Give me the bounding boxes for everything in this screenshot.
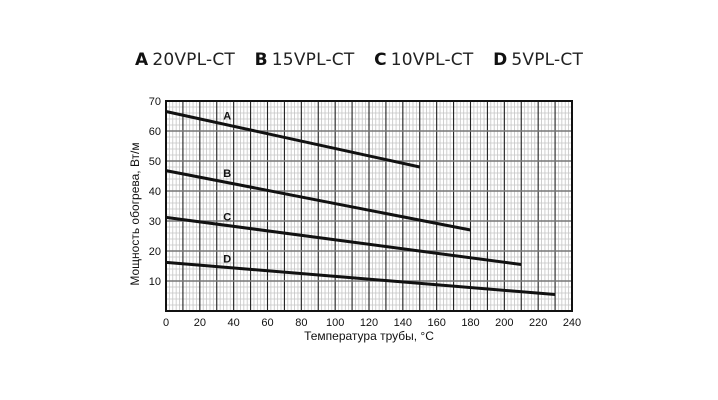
y-tick-label: 40	[149, 186, 161, 198]
series-line-c	[165, 215, 522, 266]
y-tick-label: 50	[149, 156, 161, 168]
series-label-c: C	[223, 211, 231, 223]
x-tick-label: 120	[360, 317, 378, 329]
x-tick-label: 60	[261, 317, 273, 329]
x-tick-label: 40	[228, 317, 240, 329]
x-tick-label: 100	[326, 317, 344, 329]
series-line-a	[165, 110, 421, 169]
series-labels: A B C D	[223, 110, 231, 265]
series-line-b	[165, 169, 471, 232]
series-lines	[165, 110, 556, 296]
series-label-d: D	[223, 253, 231, 265]
series-label-a: A	[223, 110, 231, 122]
y-tick-label: 20	[149, 246, 161, 258]
chart-legend: A 20VPL-CT B 15VPL-CT C 10VPL-CT D 5VPL-CT	[0, 50, 718, 70]
y-tick-label: 60	[149, 126, 161, 138]
x-tick-label: 160	[427, 317, 445, 329]
y-axis-label: Мощность обогрева, Вт/м	[128, 142, 142, 285]
x-tick-label: 200	[495, 317, 513, 329]
y-tick-label: 10	[149, 276, 161, 288]
series-line-d	[165, 260, 556, 296]
legend-item-b: B 15VPL-CT	[254, 50, 355, 70]
x-tick-label: 240	[563, 317, 581, 329]
y-tick-label: 70	[149, 96, 161, 108]
x-tick-label: 140	[394, 317, 412, 329]
x-axis-label: Температура трубы, °C	[304, 329, 434, 343]
x-tick-label: 80	[295, 317, 307, 329]
x-tick-label: 220	[529, 317, 547, 329]
x-axis-ticks: 0 20 40 60 80 100 120 140 160 180 200 220 240	[163, 317, 581, 329]
y-axis-ticks: 10 20 30 40 50 60 70	[149, 96, 161, 288]
plot-frame	[165, 100, 573, 312]
x-tick-label: 180	[461, 317, 479, 329]
legend-item-c: C 10VPL-CT	[374, 50, 474, 70]
legend-item-d: D 5VPL-CT	[493, 50, 584, 70]
x-tick-label: 0	[163, 317, 169, 329]
y-tick-label: 30	[149, 216, 161, 228]
legend-item-a: A 20VPL-CT	[134, 50, 235, 70]
x-tick-label: 20	[194, 317, 206, 329]
series-label-b: B	[223, 168, 231, 180]
